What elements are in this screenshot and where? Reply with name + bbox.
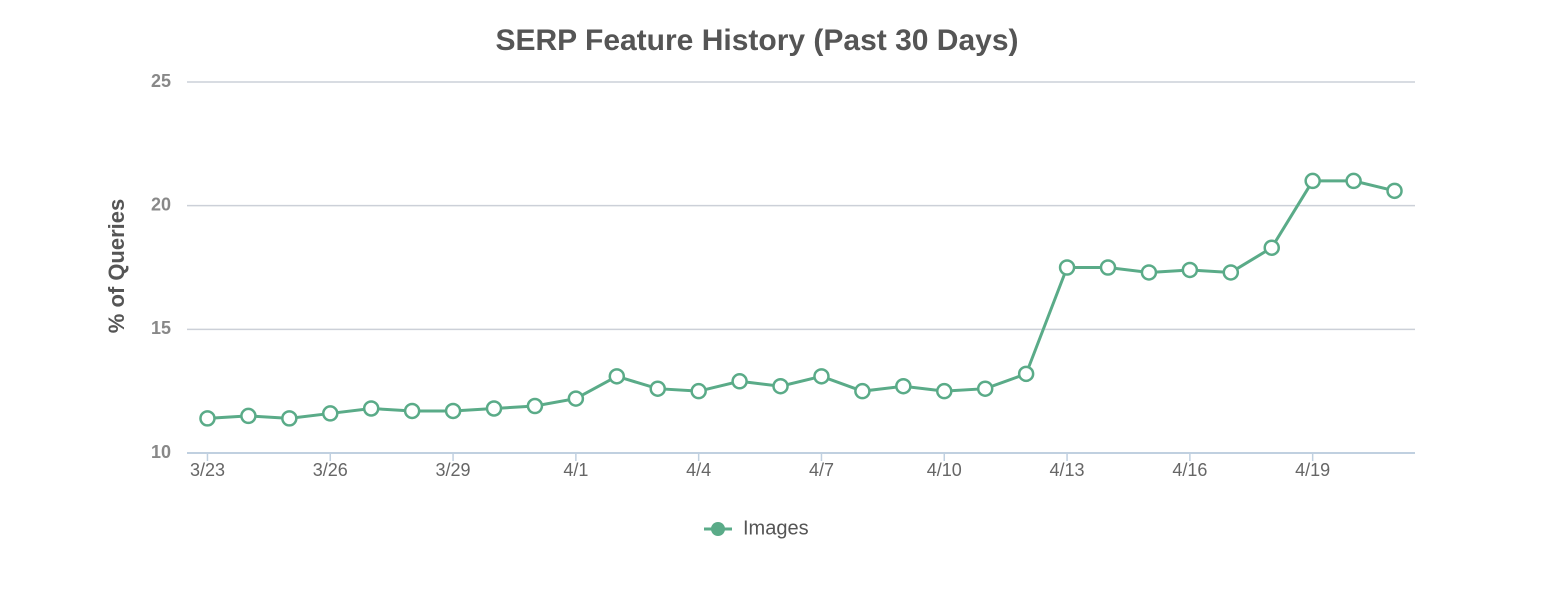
y-tick-label: 20 xyxy=(151,194,171,214)
x-tick-label: 4/16 xyxy=(1172,460,1207,480)
point xyxy=(1140,264,1158,281)
point xyxy=(813,368,830,385)
point xyxy=(1017,365,1035,383)
legend-marker xyxy=(711,522,725,536)
point xyxy=(240,407,257,425)
point xyxy=(1099,259,1117,276)
point xyxy=(485,400,503,417)
x-tick-label: 4/1 xyxy=(563,460,588,480)
point xyxy=(649,380,666,397)
point xyxy=(1304,172,1321,190)
point xyxy=(854,382,871,400)
x-tick-label: 4/4 xyxy=(686,460,711,480)
point xyxy=(1386,182,1403,200)
point xyxy=(567,390,585,407)
x-tick-label: 4/13 xyxy=(1050,460,1085,480)
point xyxy=(1222,264,1240,281)
point xyxy=(1345,172,1362,190)
point xyxy=(1058,259,1076,276)
point xyxy=(199,410,216,427)
chart-title: SERP Feature History (Past 30 Days) xyxy=(496,24,1019,57)
x-tick-label: 3/23 xyxy=(190,460,225,480)
line xyxy=(207,179,1395,420)
x-tick-label: 3/29 xyxy=(436,460,471,480)
point xyxy=(526,397,544,415)
x-tick-label: 3/26 xyxy=(313,460,348,480)
y-tick-label: 25 xyxy=(151,71,171,91)
y-axis-label: % of Queries xyxy=(104,199,129,333)
x-tick-label: 4/10 xyxy=(927,460,962,480)
x-tick-label: 4/7 xyxy=(809,460,834,480)
x-tick-label: 4/19 xyxy=(1295,460,1330,480)
point xyxy=(403,402,421,420)
point xyxy=(608,368,626,385)
point xyxy=(731,373,748,390)
point xyxy=(1263,239,1280,256)
point xyxy=(281,410,298,427)
point xyxy=(1181,261,1199,279)
point xyxy=(976,380,994,397)
point xyxy=(936,382,953,400)
point xyxy=(444,402,462,420)
point xyxy=(690,382,707,400)
y-tick-label: 10 xyxy=(151,442,171,462)
point xyxy=(322,405,339,422)
point xyxy=(772,377,789,395)
point xyxy=(362,400,380,417)
y-tick-label: 15 xyxy=(151,318,171,338)
point xyxy=(895,377,912,395)
legend-label: Images xyxy=(743,517,809,539)
